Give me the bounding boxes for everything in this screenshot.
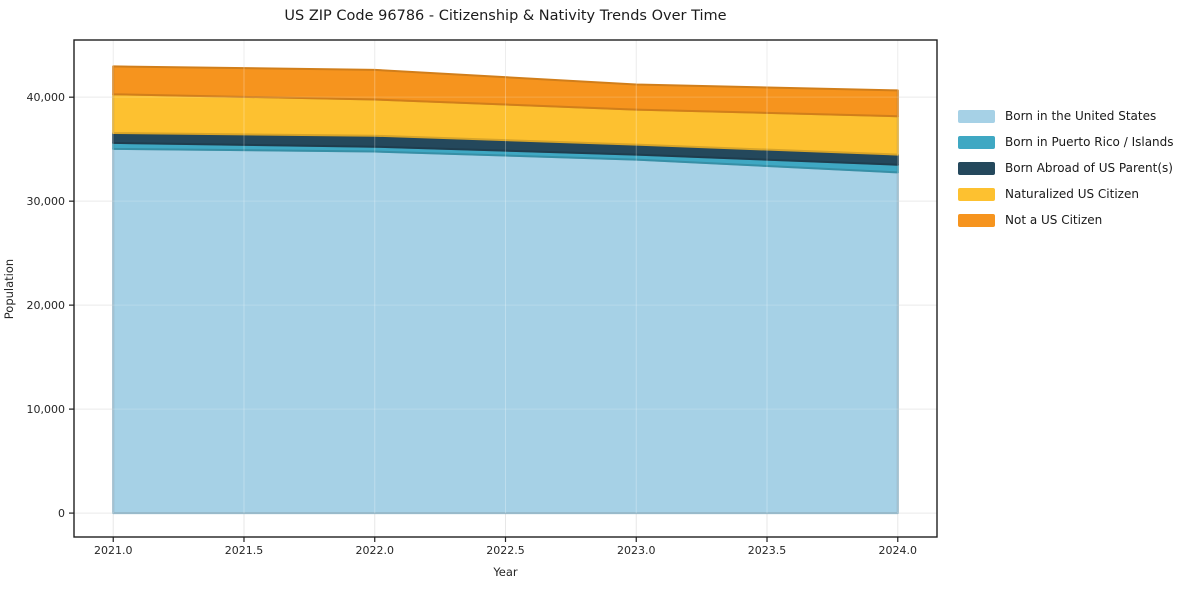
y-tick-label: 10,000 <box>27 403 66 416</box>
legend: Born in the United States Born in Puerto … <box>958 103 1174 233</box>
x-axis-label: Year <box>493 565 518 579</box>
legend-swatch-icon <box>958 109 995 123</box>
x-tick-label: 2021.5 <box>225 544 264 557</box>
legend-label: Not a US Citizen <box>1005 213 1103 227</box>
legend-swatch-icon <box>958 187 995 201</box>
x-tick-label: 2021.0 <box>94 544 133 557</box>
x-tick-label: 2022.5 <box>486 544 525 557</box>
x-tick-label: 2024.0 <box>879 544 918 557</box>
y-axis-label: Population <box>2 258 16 320</box>
x-tick-label: 2023.5 <box>748 544 787 557</box>
legend-swatch-icon <box>958 161 995 175</box>
legend-item: Not a US Citizen <box>958 207 1174 233</box>
legend-item: Born in Puerto Rico / Islands <box>958 129 1174 155</box>
y-tick-label: 20,000 <box>27 299 66 312</box>
legend-swatch-icon <box>958 213 995 227</box>
legend-label: Naturalized US Citizen <box>1005 187 1139 201</box>
x-tick-label: 2023.0 <box>617 544 656 557</box>
area-band-4 <box>112 65 899 118</box>
y-tick-label: 0 <box>58 507 65 520</box>
x-tick-label: 2022.0 <box>355 544 394 557</box>
y-tick-label: 40,000 <box>27 91 66 104</box>
legend-swatch-icon <box>958 135 995 149</box>
legend-label: Born Abroad of US Parent(s) <box>1005 161 1173 175</box>
chart-title: US ZIP Code 96786 - Citizenship & Nativi… <box>284 8 727 24</box>
legend-item: Born Abroad of US Parent(s) <box>958 155 1174 181</box>
legend-label: Born in the United States <box>1005 109 1157 123</box>
legend-item: Born in the United States <box>958 103 1174 129</box>
y-tick-label: 30,000 <box>27 195 66 208</box>
legend-item: Naturalized US Citizen <box>958 181 1174 207</box>
legend-label: Born in Puerto Rico / Islands <box>1005 135 1174 149</box>
